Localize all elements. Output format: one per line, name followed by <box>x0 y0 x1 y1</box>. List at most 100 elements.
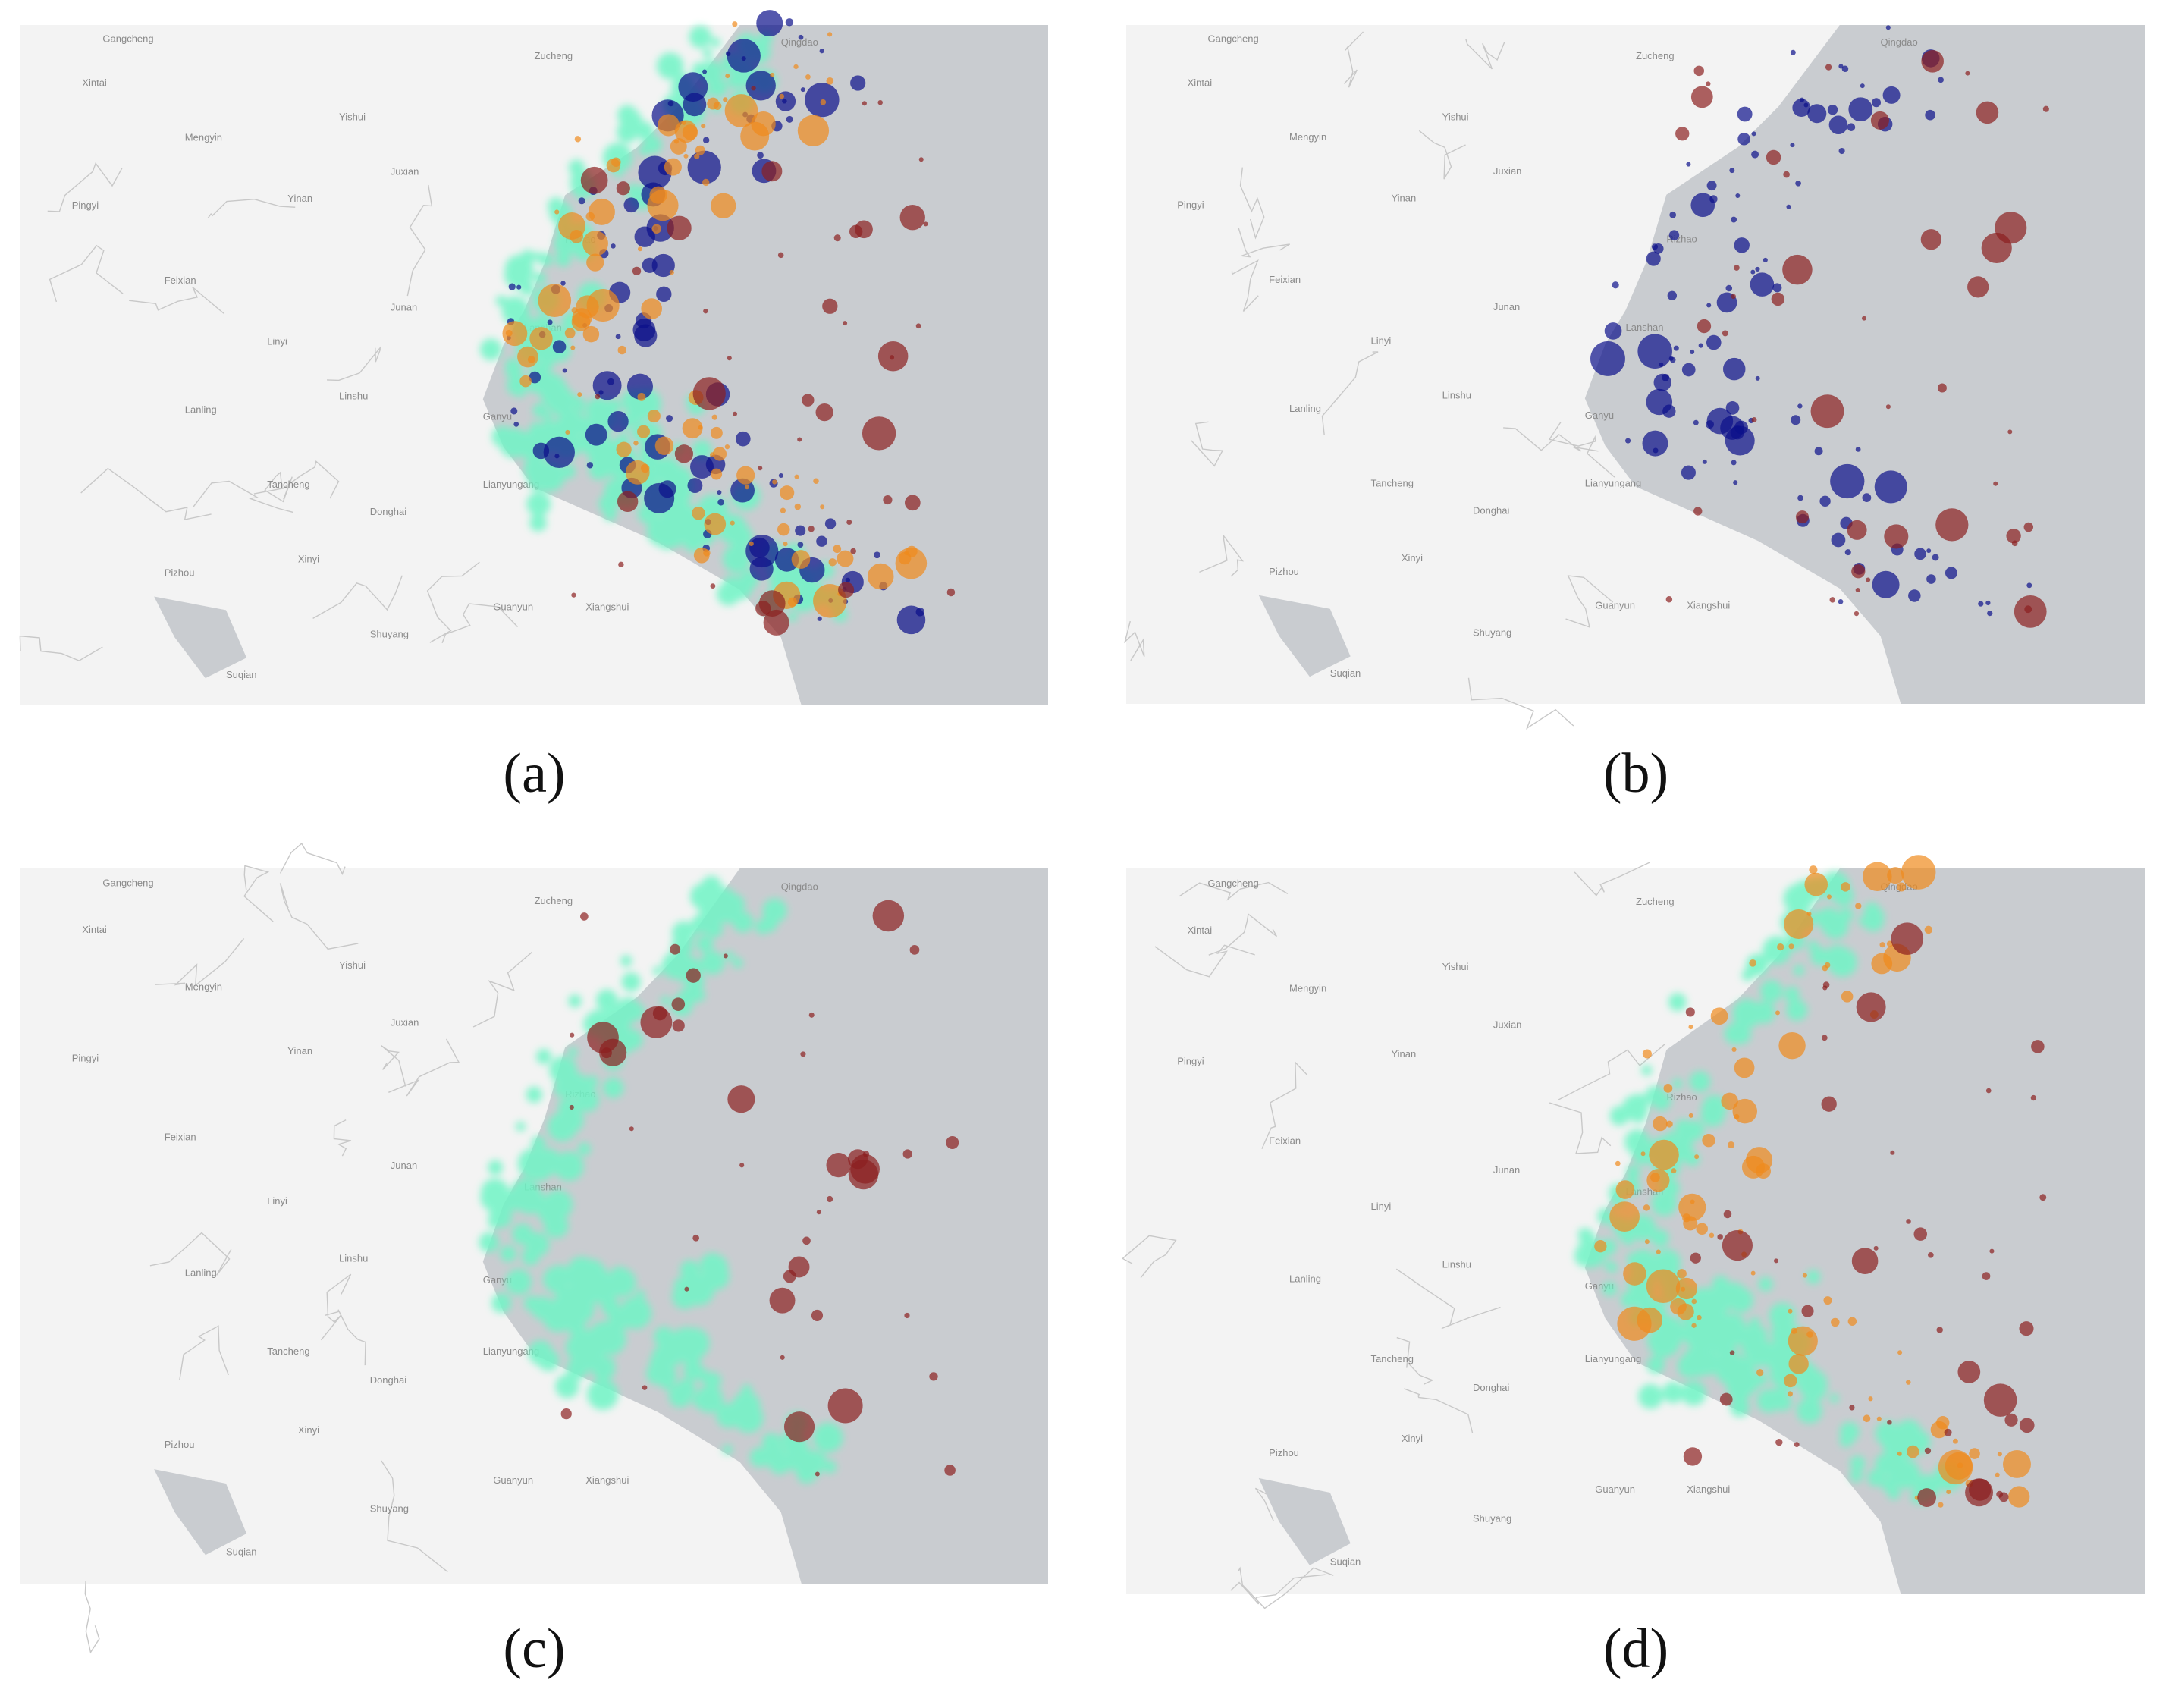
marker <box>1814 447 1823 456</box>
density-blob <box>617 105 638 125</box>
marker <box>694 153 700 159</box>
marker <box>1797 403 1803 409</box>
marker <box>1803 102 1809 108</box>
density-blob <box>567 1292 582 1308</box>
marker <box>580 166 608 194</box>
marker <box>1828 115 1848 135</box>
marker <box>529 327 553 350</box>
place-name: Yinan <box>1391 1048 1416 1060</box>
marker <box>513 422 519 427</box>
marker <box>1690 349 1695 355</box>
marker <box>850 75 866 91</box>
marker <box>1807 104 1827 124</box>
density-blob <box>1774 1393 1792 1411</box>
place-name: Xinyi <box>1402 1433 1423 1444</box>
marker <box>651 253 675 278</box>
density-blob <box>1641 1065 1653 1076</box>
marker <box>1885 404 1891 410</box>
marker <box>798 34 804 40</box>
marker <box>2019 1321 2034 1336</box>
marker <box>2023 522 2034 532</box>
marker <box>1838 64 1844 69</box>
marker <box>1722 357 1746 381</box>
marker <box>1729 168 1735 174</box>
marker <box>1921 50 1944 73</box>
density-blob <box>607 1308 628 1328</box>
density-blob <box>1793 965 1805 976</box>
marker <box>683 153 689 159</box>
place-name: Pingyi <box>1177 1055 1204 1066</box>
place-name: Junan <box>391 1160 417 1171</box>
place-name: Shuyang <box>1473 627 1511 639</box>
density-blob <box>717 582 740 606</box>
marker <box>838 582 855 598</box>
place-name: Gangcheng <box>1208 33 1259 44</box>
density-blob <box>1712 1275 1729 1293</box>
place-name: Suqian <box>1330 667 1361 679</box>
place-name: Pingyi <box>72 1053 99 1064</box>
marker <box>1675 1277 1698 1300</box>
marker <box>1802 1273 1807 1278</box>
marker <box>1882 86 1901 104</box>
density-blob <box>1638 1383 1663 1409</box>
place-name: Linyi <box>1371 335 1392 347</box>
density-blob <box>680 1342 702 1366</box>
river <box>149 1232 232 1276</box>
river <box>1239 167 1265 240</box>
marker <box>2039 1194 2047 1201</box>
place-name: Juxian <box>391 165 419 177</box>
marker <box>929 1372 938 1381</box>
marker <box>800 87 805 93</box>
place-name: Zucheng <box>1636 50 1675 61</box>
marker <box>1691 1298 1697 1305</box>
map-panel: Gangcheng Zucheng Qingdao Xintai Mengyin Yish… <box>1124 25 2145 730</box>
marker <box>1913 1227 1928 1241</box>
marker <box>1944 1428 1952 1436</box>
density-blob <box>1722 1323 1746 1347</box>
density-blob <box>562 1084 579 1100</box>
place-name: Tancheng <box>1371 478 1414 489</box>
marker <box>862 416 896 451</box>
density-blob <box>813 1422 843 1453</box>
marker <box>582 325 600 343</box>
marker <box>1791 1327 1797 1334</box>
density-blob <box>1741 969 1754 981</box>
marker <box>1856 992 1886 1022</box>
marker <box>797 437 802 442</box>
place-name: Juxian <box>1493 1019 1522 1031</box>
density-blob <box>479 1232 500 1253</box>
marker <box>1871 953 1893 975</box>
marker <box>1831 1317 1840 1327</box>
density-blob <box>1620 1291 1638 1308</box>
marker <box>1751 417 1757 423</box>
marker <box>1957 1361 1981 1383</box>
density-blob <box>823 1460 837 1474</box>
marker <box>872 900 905 932</box>
marker <box>1870 111 1889 130</box>
density-blob <box>711 37 721 48</box>
marker <box>2008 1486 2030 1508</box>
river <box>327 346 381 381</box>
density-blob <box>568 159 585 176</box>
place-name: Tancheng <box>1371 1353 1414 1364</box>
marker <box>1936 1327 1943 1333</box>
marker <box>1734 265 1740 271</box>
river <box>1238 228 1290 258</box>
marker <box>899 204 925 231</box>
marker <box>1681 465 1696 480</box>
marker <box>845 577 851 583</box>
river <box>1404 1388 1474 1433</box>
marker <box>1938 77 1944 83</box>
density-blob <box>521 1248 540 1266</box>
density-blob <box>733 1402 764 1433</box>
marker <box>664 158 682 176</box>
place-name: Linyi <box>1371 1201 1392 1212</box>
marker <box>904 551 909 556</box>
density-blob <box>596 989 618 1011</box>
marker <box>1822 965 1828 972</box>
marker <box>741 56 746 61</box>
marker <box>1841 882 1850 892</box>
marker <box>827 1195 833 1203</box>
marker <box>570 345 576 350</box>
marker <box>898 551 912 565</box>
